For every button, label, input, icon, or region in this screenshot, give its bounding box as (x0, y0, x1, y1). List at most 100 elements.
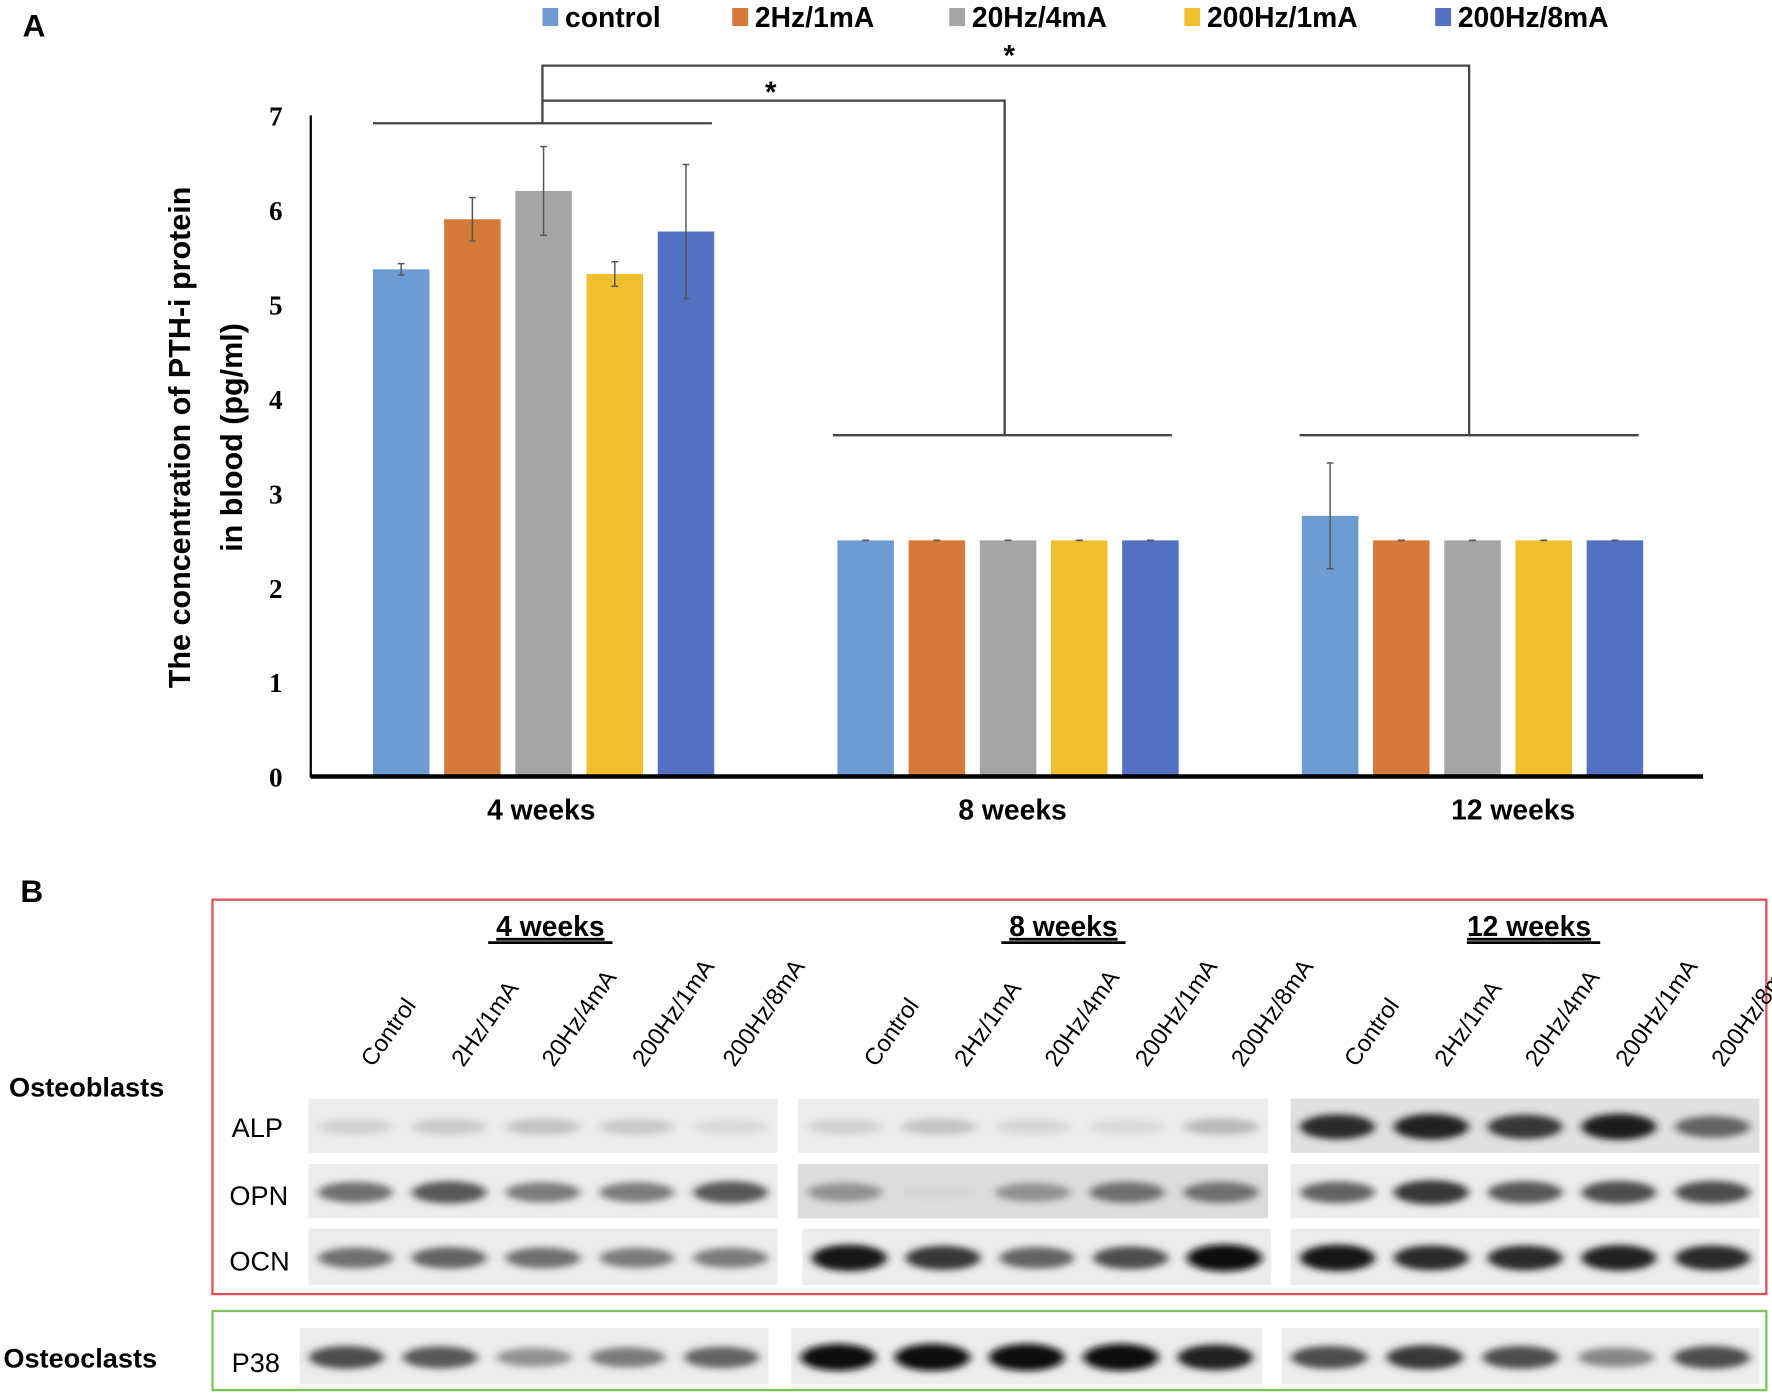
lane-label: 200Hz/8mA (1227, 955, 1319, 1072)
bracket-4w-to-12w (541, 64, 1471, 436)
protein-band (905, 1245, 981, 1271)
bar (1444, 540, 1501, 777)
protein-band (1487, 1114, 1563, 1140)
protein-band (411, 1247, 487, 1269)
protein-band (800, 1343, 876, 1371)
group-header: 12 weeks (1467, 910, 1591, 942)
y-tick-label: 0 (269, 763, 283, 793)
protein-band (317, 1119, 393, 1135)
y-axis-label-line1: The concentration of PTH-i protein (163, 187, 197, 689)
osteoblasts-box (211, 898, 1768, 1296)
protein-band (1487, 1181, 1563, 1204)
legend: control 2Hz/1mA 20Hz/4mA 200Hz/1mA 200Hz/8mA (542, 1, 1609, 33)
lane-label: 200Hz/1mA (628, 955, 720, 1072)
protein-band (693, 1247, 769, 1269)
protein-label: P38 (232, 1347, 280, 1378)
legend-swatch (1435, 8, 1452, 27)
x-tick-label: 8 weeks (958, 793, 1066, 825)
bar (908, 540, 966, 777)
protein-band (505, 1247, 581, 1269)
bar (444, 219, 501, 777)
significance-star-8w: * (765, 76, 777, 109)
protein-band (693, 1119, 769, 1135)
bar (837, 540, 894, 777)
protein-band (590, 1347, 666, 1368)
protein-band (411, 1119, 487, 1135)
x-axis-labels: 4 weeks 8 weeks 12 weeks (487, 793, 1575, 825)
lane-label: 200Hz/1mA (1611, 955, 1703, 1072)
lane-label: 200Hz/8mA (1707, 955, 1772, 1072)
y-axis-label-line2: in blood (pg/ml) (215, 323, 249, 552)
protein-band (599, 1119, 675, 1135)
bar (1122, 540, 1179, 777)
protein-band (1675, 1180, 1751, 1204)
bracket-4w-to-8w (541, 99, 1006, 436)
western-blot: Osteoblasts Osteoclasts 4 weeks Control 2H… (3, 898, 1772, 1392)
protein-band (1675, 1245, 1751, 1271)
x-tick-label: 12 weeks (1451, 793, 1575, 825)
significance-star-12w: * (1003, 40, 1015, 73)
y-axis-ticks: 0 1 2 3 4 5 6 7 (269, 102, 283, 793)
group-header: 8 weeks (1009, 910, 1117, 942)
bar-chart: control 2Hz/1mA 20Hz/4mA 200Hz/1mA 200Hz/8mA… (163, 1, 1704, 825)
x-tick-label: 4 weeks (487, 793, 595, 825)
protein-band (505, 1118, 581, 1135)
protein-band (496, 1347, 572, 1367)
panel-label-b: B (20, 873, 43, 909)
lane-label: 200Hz/1mA (1131, 955, 1223, 1072)
legend-label: 200Hz/1mA (1207, 1, 1358, 33)
lane-label: 200Hz/8mA (718, 955, 810, 1072)
legend-label: 2Hz/1mA (755, 1, 874, 33)
bar (1515, 540, 1572, 777)
protein-band (1581, 1180, 1657, 1204)
protein-band (693, 1181, 769, 1204)
lane-label: Control (1340, 994, 1405, 1072)
bar (1586, 540, 1644, 777)
protein-band (807, 1182, 883, 1202)
protein-band (599, 1182, 675, 1203)
protein-band (1386, 1345, 1464, 1370)
bar (657, 231, 715, 777)
y-tick-label: 1 (269, 668, 283, 698)
protein-band (901, 1184, 977, 1200)
protein-band (1299, 1244, 1375, 1272)
protein-band (1393, 1180, 1469, 1205)
protein-band (999, 1247, 1075, 1269)
protein-band (1299, 1114, 1375, 1140)
protein-label: OCN (229, 1245, 289, 1276)
y-tick-label: 4 (269, 385, 283, 415)
legend-label: 20Hz/4mA (972, 1, 1107, 33)
legend-swatch (1184, 8, 1201, 27)
protein-band (995, 1182, 1071, 1202)
protein-band (308, 1345, 384, 1369)
protein-band (1089, 1181, 1165, 1203)
protein-band (1183, 1181, 1259, 1203)
osteoclasts-label: Osteoclasts (3, 1343, 157, 1374)
significance-brackets (372, 64, 1639, 437)
panel-label-a: A (23, 7, 46, 43)
legend-swatch (732, 8, 749, 27)
bar (1050, 540, 1108, 777)
protein-band (1083, 1343, 1159, 1371)
y-tick-label: 5 (269, 290, 283, 320)
bar (1373, 540, 1430, 777)
lane-label: 20Hz/4mA (1521, 966, 1606, 1072)
lane-label: Control (357, 994, 422, 1072)
protein-label: ALP (232, 1112, 283, 1143)
legend-swatch (949, 8, 966, 27)
protein-band (1183, 1118, 1259, 1136)
protein-band (988, 1343, 1065, 1371)
protein-label: OPN (229, 1180, 288, 1211)
y-tick-label: 6 (269, 196, 283, 226)
y-tick-label: 7 (269, 102, 283, 132)
lane-label: Control (859, 994, 924, 1072)
lane-label: 2Hz/1mA (950, 977, 1027, 1072)
protein-band (1089, 1119, 1165, 1135)
protein-band (317, 1247, 393, 1269)
protein-band (599, 1247, 675, 1269)
group-header: 4 weeks (496, 910, 604, 942)
protein-band (894, 1343, 971, 1371)
protein-band (995, 1119, 1071, 1135)
protein-band (1581, 1113, 1657, 1140)
